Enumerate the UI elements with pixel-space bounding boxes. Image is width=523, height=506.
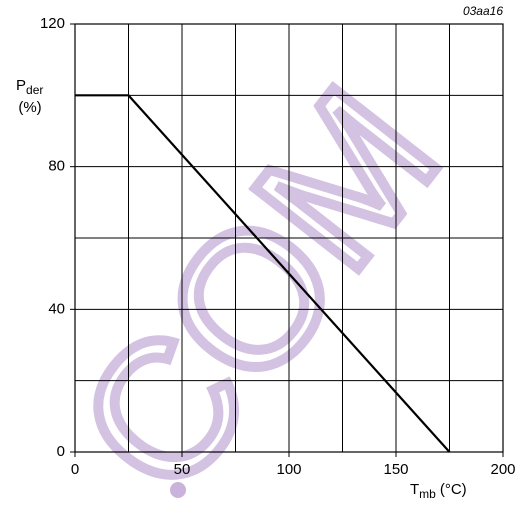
x-tick-label: 200 (490, 461, 515, 478)
figure-code: 03aa16 (463, 4, 503, 18)
x-axis-label-main: T (410, 481, 419, 498)
y-tick-label: 0 (57, 443, 65, 460)
y-axis-label-sub: der (26, 83, 43, 97)
x-tick-label: 150 (383, 461, 408, 478)
x-axis-label: Tmb (°C) (410, 481, 467, 501)
y-tick-label: 40 (48, 300, 65, 317)
x-tick-label: 0 (71, 461, 79, 478)
y-axis-label-unit: (%) (18, 99, 41, 116)
y-axis-label: Pder (16, 77, 43, 97)
watermark: COM (38, 51, 478, 506)
x-axis-label-unit: (°C) (440, 481, 467, 498)
watermark-dot (170, 482, 186, 498)
y-tick-label: 120 (40, 15, 65, 32)
x-tick-label: 100 (276, 461, 301, 478)
y-axis-label-main: P (16, 77, 26, 94)
x-tick-label: 50 (174, 461, 191, 478)
y-tick-label: 80 (48, 158, 65, 175)
data-line (75, 94, 451, 453)
x-axis-label-sub: mb (419, 487, 436, 501)
